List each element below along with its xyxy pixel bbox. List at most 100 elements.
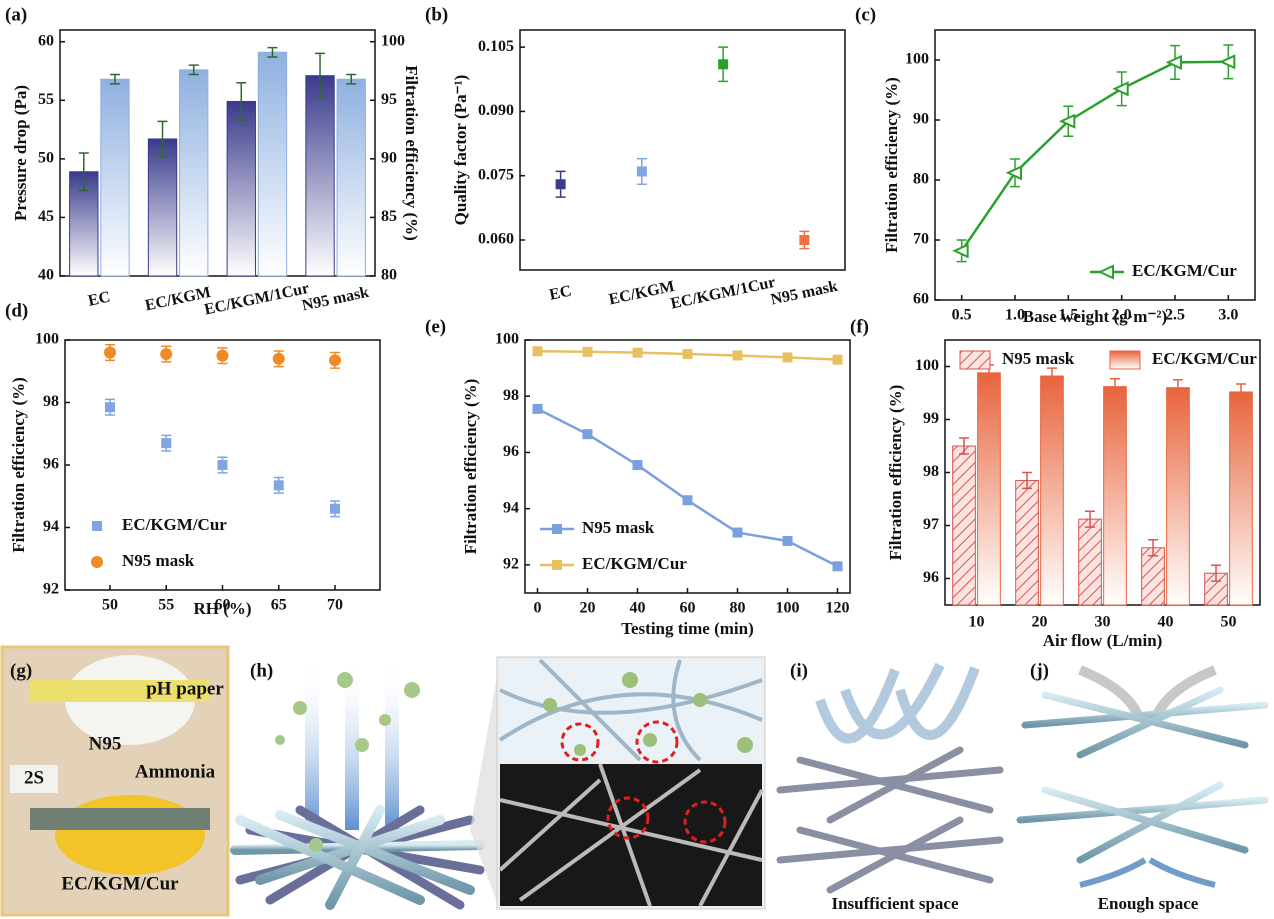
x-tick-label: 20 [1032,614,1048,631]
bar [977,372,1001,606]
marker [682,495,693,506]
y-axis-label: Filtration efficiency (%) [9,377,28,553]
y2-axis-label: Filtration efficiency (%) [402,65,421,241]
y-tick-label: 98 [923,463,939,480]
legend-label: N95 mask [122,551,195,570]
x-tick-label: 1.5 [1058,307,1078,324]
marker [329,354,341,367]
bar [179,69,209,277]
bar [1040,375,1064,606]
plot-frame [519,29,846,271]
bar [147,138,178,277]
x-axis-label: Testing time (min) [621,619,754,638]
x-tick-label: EC [548,283,573,304]
error-bar [1085,510,1096,528]
panel-label: (c) [855,4,876,25]
x-axis-label: RH (%) [193,599,251,618]
marker [1218,54,1236,70]
x-axis-label: Air flow (L/min) [1043,631,1163,650]
marker [632,460,643,471]
legend-marker [552,524,562,534]
legend-marker [92,521,102,531]
y-tick-label: 0.090 [478,102,514,119]
bar [336,78,366,277]
marker [1005,165,1022,181]
error-bar [1172,379,1183,397]
plot-frame [59,29,376,277]
bar [305,75,335,277]
legend-label: EC/KGM/Cur [1152,349,1257,368]
error-bar [78,152,89,192]
x-tick-label: 20 [580,600,596,617]
y-tick-label: 80 [913,171,929,188]
marker [217,460,228,470]
x-tick-label: 55 [158,597,174,614]
x-tick-label: 1.0 [1005,307,1025,324]
marker [832,561,843,572]
y-tick-label: 100 [495,331,519,348]
y-tick-label: 96 [923,569,939,586]
enough-space-schematic: (j) Enough space [1016,660,1269,913]
marker [216,349,229,362]
x-tick-label: EC [87,289,112,310]
x-tick-label: EC/KGM/1Cur [203,280,311,319]
legend-marker [91,556,103,568]
x-tick-label: 30 [1095,614,1111,631]
legend-label: EC/KGM/Cur [582,554,687,573]
y-tick-label: 96 [43,456,59,473]
marker [799,235,810,245]
y2-tick-label: 85 [381,208,397,225]
error-bar [1235,383,1246,401]
filtration-schematic: (h) [230,656,766,910]
marker [105,402,115,413]
photo-label: EC/KGM/Cur [61,873,179,894]
x-tick-label: N95 mask [300,284,370,315]
y-tick-label: 0.075 [478,166,514,183]
x-tick-label: 60 [215,597,231,614]
x-tick-label: 100 [776,600,800,617]
bar [226,100,256,277]
caption: Enough space [1098,894,1199,913]
photo-panel: (g) pH paper N95 Ammonia 2S EC/KGM/Cur [0,645,230,917]
plot-frame [524,339,851,594]
bar [952,445,976,606]
y-tick-label: 100 [905,51,929,68]
marker [532,346,543,357]
y-tick-label: 0.060 [478,231,514,248]
y-tick-label: 60 [38,32,54,49]
y-axis-label: Filtration efficiency (%) [886,385,905,561]
marker [1058,113,1076,129]
y-axis-label: Quality factor (Pa⁻¹) [451,75,470,226]
photo-label: Ammonia [135,761,216,782]
x-tick-label: EC/KGM [607,278,676,308]
x-tick-label: 50 [102,597,118,614]
panel-label: (h) [250,660,273,681]
x-tick-label: 10 [969,614,985,631]
y-tick-label: 98 [43,393,59,410]
x-tick-label: 80 [730,600,746,617]
marker [1165,54,1182,70]
y-tick-label: 90 [913,111,929,128]
y-tick-label: 94 [43,518,59,535]
error-bar [1046,367,1057,385]
marker [1112,81,1129,97]
series-line [960,60,1229,252]
x-tick-label: 0.5 [952,307,972,324]
legend-label: EC/KGM/Cur [1132,261,1237,280]
bar [1078,518,1102,606]
x-axis-label: Base weight (g·m⁻²) [1023,307,1167,326]
x-tick-label: 0 [534,600,542,617]
error-bar [267,46,278,58]
y2-tick-label: 80 [381,267,397,284]
y2-tick-label: 95 [381,91,397,108]
error-bar [188,64,199,76]
panel-label: (e) [425,316,446,337]
marker [636,166,647,177]
panel-label: (g) [10,660,32,681]
photo-label: 2S [24,767,44,788]
legend-swatch [1109,350,1141,370]
error-bar [157,120,168,158]
error-bar [1148,539,1159,557]
error-bar [346,73,357,85]
